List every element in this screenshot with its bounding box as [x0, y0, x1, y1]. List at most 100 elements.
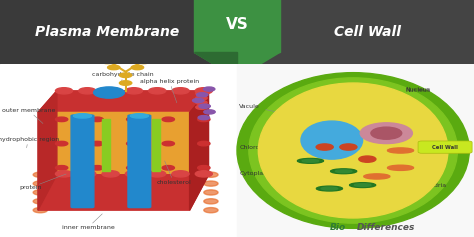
- Circle shape: [149, 88, 166, 94]
- Circle shape: [316, 144, 333, 150]
- Ellipse shape: [94, 87, 124, 98]
- Text: Chloroplast: Chloroplast: [239, 145, 280, 160]
- Ellipse shape: [302, 160, 319, 162]
- Text: protein: protein: [19, 174, 66, 190]
- Circle shape: [198, 117, 210, 122]
- FancyBboxPatch shape: [102, 119, 110, 171]
- Ellipse shape: [298, 159, 324, 163]
- Text: Nucleus: Nucleus: [386, 87, 430, 104]
- Circle shape: [198, 166, 210, 170]
- Circle shape: [79, 88, 96, 94]
- Ellipse shape: [335, 170, 352, 173]
- Circle shape: [55, 166, 68, 170]
- FancyBboxPatch shape: [258, 0, 474, 64]
- Circle shape: [198, 116, 210, 120]
- Circle shape: [119, 73, 132, 77]
- Circle shape: [127, 166, 139, 170]
- Ellipse shape: [330, 169, 356, 174]
- Circle shape: [198, 141, 210, 146]
- Text: Bio: Bio: [329, 223, 346, 232]
- Circle shape: [91, 141, 103, 146]
- Circle shape: [162, 141, 174, 146]
- Ellipse shape: [316, 186, 342, 191]
- Circle shape: [101, 59, 114, 64]
- Circle shape: [127, 117, 139, 122]
- Ellipse shape: [237, 73, 469, 228]
- Polygon shape: [38, 91, 209, 112]
- FancyBboxPatch shape: [194, 0, 280, 52]
- Ellipse shape: [371, 127, 402, 139]
- Circle shape: [204, 172, 218, 177]
- Circle shape: [203, 87, 215, 91]
- Ellipse shape: [349, 183, 375, 187]
- Text: Differences: Differences: [356, 223, 415, 232]
- Circle shape: [196, 100, 207, 105]
- Ellipse shape: [321, 187, 337, 190]
- Circle shape: [55, 88, 73, 94]
- Text: Cytoplasm: Cytoplasm: [239, 171, 280, 185]
- Circle shape: [102, 88, 119, 94]
- Circle shape: [102, 171, 119, 177]
- FancyBboxPatch shape: [418, 141, 472, 153]
- Circle shape: [79, 171, 96, 177]
- Circle shape: [119, 81, 132, 85]
- Circle shape: [197, 93, 208, 97]
- Circle shape: [125, 88, 142, 94]
- Circle shape: [172, 88, 189, 94]
- Text: Cell Wall: Cell Wall: [334, 25, 401, 39]
- Ellipse shape: [258, 83, 448, 218]
- Text: alpha helix protein: alpha helix protein: [140, 79, 199, 103]
- Text: Vacule: Vacule: [239, 104, 293, 115]
- Circle shape: [204, 199, 218, 204]
- Text: inner membrane: inner membrane: [62, 214, 114, 230]
- Ellipse shape: [249, 78, 457, 223]
- Circle shape: [172, 171, 189, 177]
- Circle shape: [55, 117, 68, 122]
- Circle shape: [137, 59, 150, 64]
- Text: Plasma Membrane: Plasma Membrane: [35, 25, 179, 39]
- Circle shape: [149, 171, 166, 177]
- FancyBboxPatch shape: [71, 115, 94, 208]
- Ellipse shape: [130, 114, 148, 118]
- Circle shape: [55, 171, 73, 177]
- Ellipse shape: [364, 174, 390, 179]
- Text: Mitochondria: Mitochondria: [405, 168, 447, 188]
- Circle shape: [33, 190, 47, 195]
- Circle shape: [195, 88, 212, 94]
- Circle shape: [359, 156, 376, 162]
- Circle shape: [204, 208, 218, 213]
- Ellipse shape: [387, 165, 413, 170]
- FancyBboxPatch shape: [0, 64, 237, 237]
- Circle shape: [33, 181, 47, 186]
- Circle shape: [192, 98, 204, 103]
- Polygon shape: [38, 112, 209, 175]
- Circle shape: [204, 181, 218, 186]
- Text: VS: VS: [226, 17, 248, 32]
- Polygon shape: [190, 91, 209, 210]
- Circle shape: [33, 172, 47, 177]
- Circle shape: [196, 96, 207, 100]
- Circle shape: [125, 171, 142, 177]
- Circle shape: [91, 117, 103, 122]
- Polygon shape: [194, 52, 237, 78]
- Ellipse shape: [387, 148, 413, 153]
- Circle shape: [127, 141, 139, 146]
- Text: cholesterol: cholesterol: [156, 161, 191, 185]
- Circle shape: [55, 141, 68, 146]
- Text: outer membrane: outer membrane: [2, 108, 56, 123]
- Text: Cell Wall: Cell Wall: [432, 145, 458, 150]
- Circle shape: [199, 104, 210, 108]
- FancyBboxPatch shape: [152, 119, 160, 171]
- Circle shape: [33, 199, 47, 204]
- Circle shape: [204, 110, 215, 114]
- Circle shape: [91, 166, 103, 170]
- FancyBboxPatch shape: [237, 64, 474, 237]
- Polygon shape: [38, 175, 209, 210]
- Ellipse shape: [301, 121, 363, 159]
- Circle shape: [131, 65, 144, 70]
- Polygon shape: [194, 52, 280, 78]
- Text: carbohydrate chain: carbohydrate chain: [92, 72, 154, 82]
- Circle shape: [196, 91, 207, 96]
- Ellipse shape: [360, 123, 412, 144]
- Circle shape: [108, 65, 120, 70]
